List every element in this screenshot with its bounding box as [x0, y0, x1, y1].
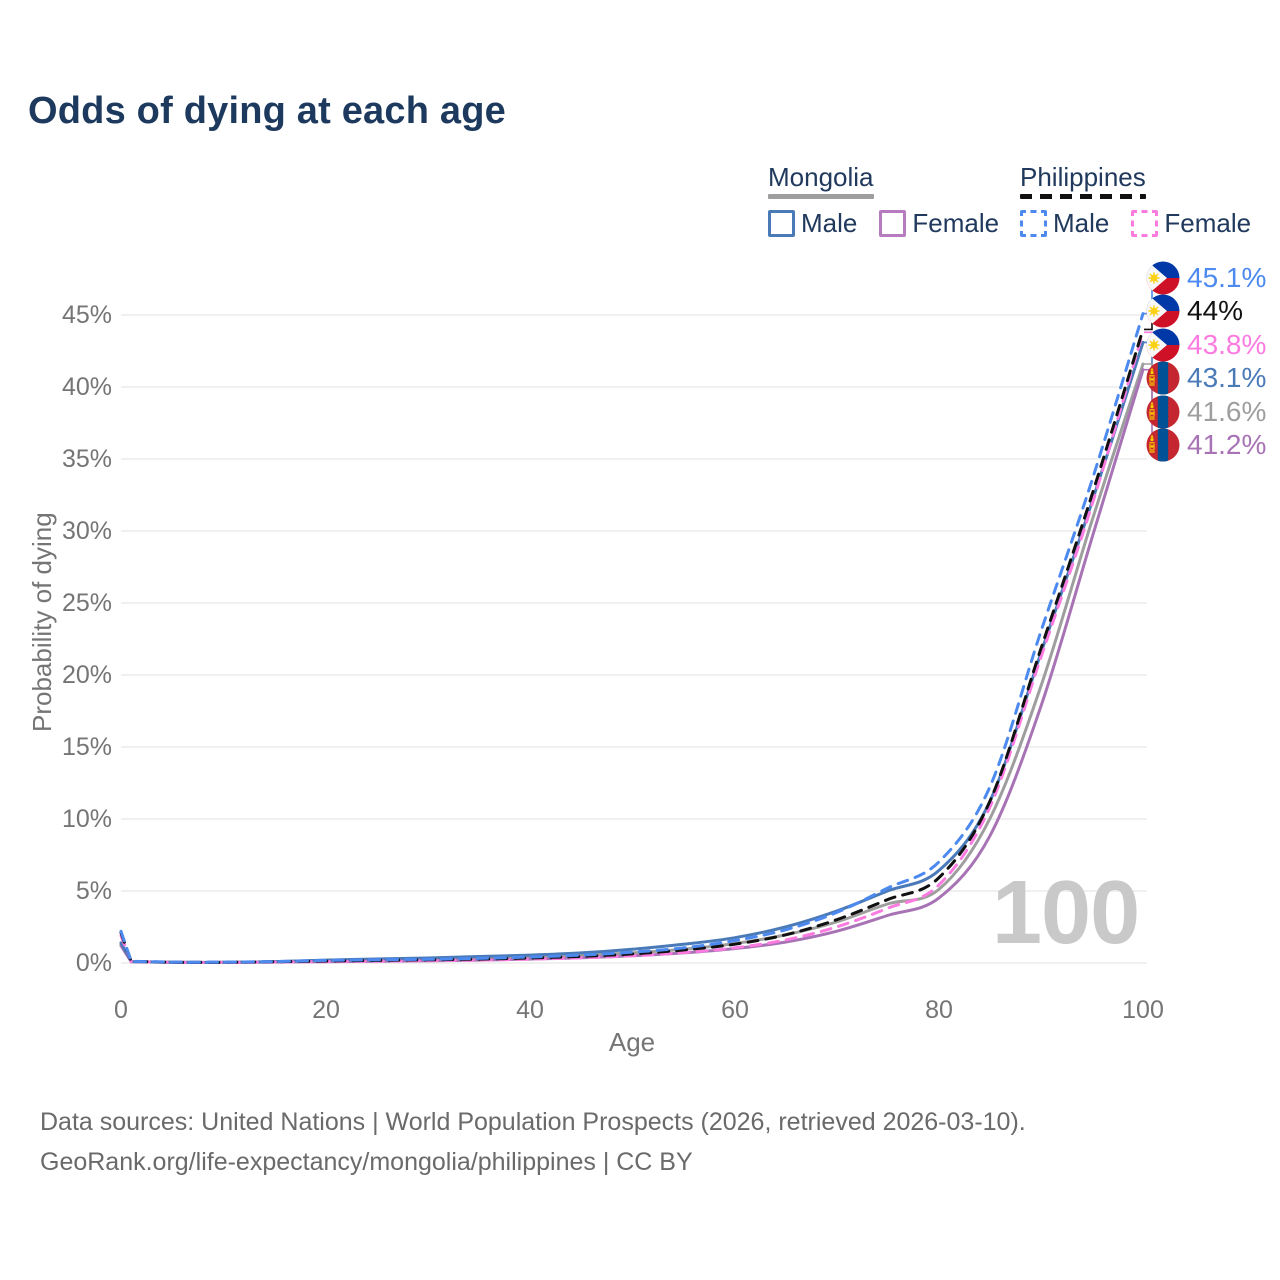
- mongolia-flag-icon: [1146, 428, 1180, 462]
- end-label-philippines-male: 45.1%: [1146, 261, 1266, 295]
- y-tick-45: 45%: [61, 301, 112, 329]
- legend-label-philippines-male[interactable]: Male: [1053, 208, 1110, 238]
- legend-underline-mongolia-solid: [768, 194, 874, 199]
- x-tick-100: 100: [1122, 996, 1164, 1024]
- y-tick-5: 5%: [75, 877, 112, 905]
- legend-swatch-mongolia-female[interactable]: [879, 210, 907, 237]
- series-line-philippines-male: [119, 312, 1145, 964]
- x-tick-0: 0: [114, 996, 128, 1024]
- philippines-flag-icon: [1146, 328, 1180, 362]
- end-label-philippines-female: 43.8%: [1146, 328, 1266, 362]
- y-tick-40: 40%: [61, 373, 112, 401]
- end-label-mongolia-female: 41.2%: [1146, 428, 1266, 462]
- series-line-mongolia-both: [119, 362, 1145, 964]
- legend-label-mongolia-female[interactable]: Female: [912, 208, 1000, 238]
- y-axis-title: Probability of dying: [27, 512, 57, 733]
- legend-swatch-philippines-female[interactable]: [1131, 210, 1159, 237]
- watermark-age-counter: 100: [992, 863, 1140, 963]
- y-tick-10: 10%: [61, 805, 112, 833]
- plot-svg: [119, 277, 1156, 964]
- x-tick-40: 40: [516, 996, 544, 1024]
- y-tick-20: 20%: [61, 661, 112, 689]
- end-label-value: 43.8%: [1187, 329, 1267, 360]
- footer-source-line: Data sources: United Nations | World Pop…: [40, 1108, 1026, 1136]
- end-label-value: 41.2%: [1187, 429, 1267, 460]
- end-label-value: 44%: [1187, 295, 1244, 326]
- end-label-mongolia-male: 43.1%: [1146, 361, 1266, 395]
- series-line-philippines-female: [119, 330, 1145, 964]
- legend-group-philippines: Philippines Male Female: [1020, 163, 1260, 239]
- end-label-value: 45.1%: [1187, 262, 1267, 293]
- philippines-flag-icon: [1146, 261, 1180, 295]
- x-axis-title: Age: [608, 1027, 656, 1057]
- y-tick-0: 0%: [75, 949, 112, 977]
- footer-attribution-line[interactable]: GeoRank.org/life-expectancy/mongolia/phi…: [40, 1148, 693, 1176]
- series-line-mongolia-male: [119, 340, 1145, 964]
- x-tick-60: 60: [721, 996, 749, 1024]
- legend-swatch-mongolia-male[interactable]: [768, 210, 795, 237]
- end-label-value: 43.1%: [1187, 362, 1267, 393]
- legend-title-mongolia[interactable]: Mongolia: [768, 162, 874, 192]
- x-tick-80: 80: [925, 996, 953, 1024]
- mongolia-flag-icon: [1146, 361, 1180, 395]
- mongolia-flag-icon: [1146, 395, 1180, 429]
- series-line-philippines-both: [119, 327, 1145, 964]
- legend-underline-philippines-dashed: [1020, 194, 1146, 199]
- legend-label-philippines-female[interactable]: Female: [1164, 208, 1252, 238]
- legend-swatch-philippines-male[interactable]: [1020, 210, 1047, 237]
- philippines-flag-icon: [1146, 294, 1180, 328]
- y-tick-15: 15%: [61, 733, 112, 761]
- legend-label-mongolia-male[interactable]: Male: [801, 208, 858, 238]
- end-label-value: 41.6%: [1187, 396, 1267, 427]
- legend-title-philippines[interactable]: Philippines: [1020, 162, 1146, 192]
- y-tick-35: 35%: [61, 445, 112, 473]
- y-tick-25: 25%: [61, 589, 112, 617]
- legend-group-mongolia: Mongolia Male Female: [768, 163, 1008, 239]
- page-title: Odds of dying at each age: [28, 90, 506, 132]
- end-label-philippines-both: 44%: [1146, 294, 1243, 328]
- y-tick-30: 30%: [61, 517, 112, 545]
- end-label-mongolia-both: 41.6%: [1146, 395, 1266, 429]
- x-tick-20: 20: [312, 996, 340, 1024]
